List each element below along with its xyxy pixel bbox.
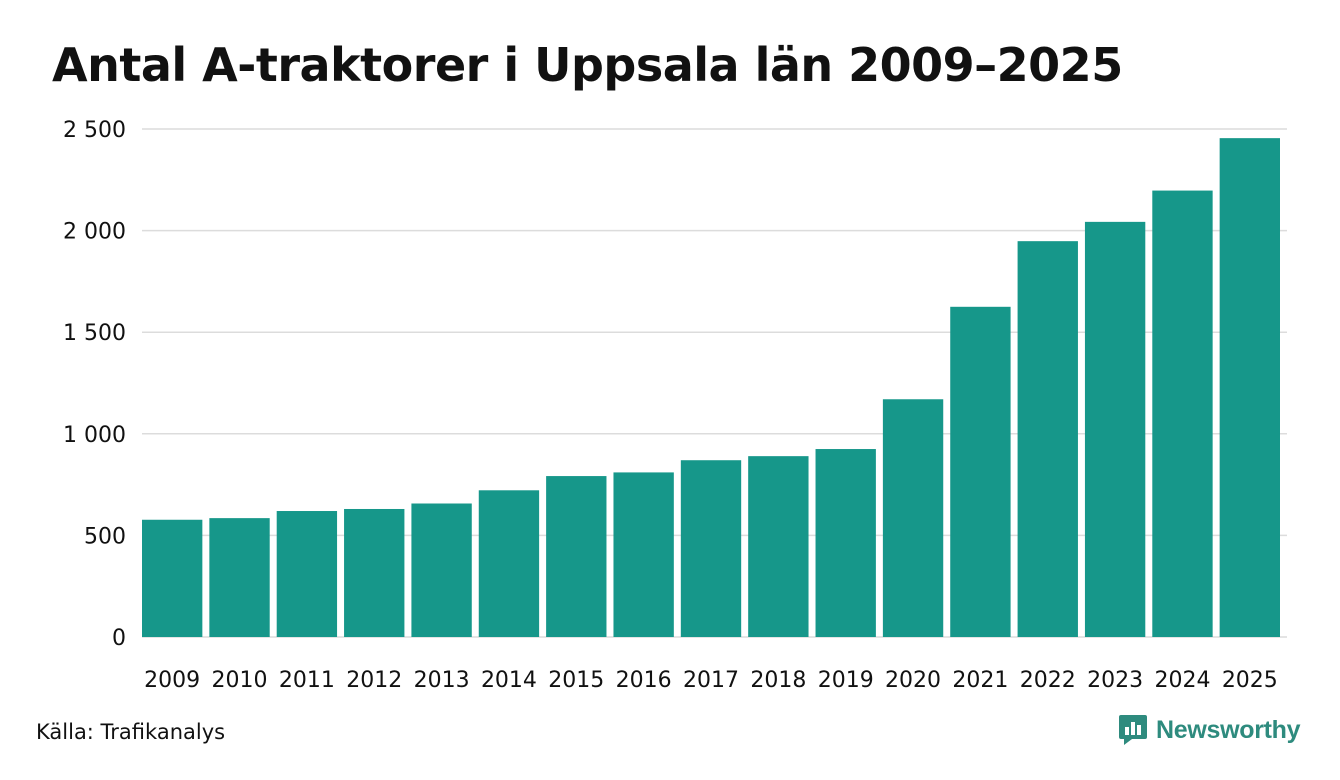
source-note: Källa: Trafikanalys (36, 720, 226, 744)
y-axis-tick-labels: 0 500 1 000 1 500 2 000 2 500 (63, 118, 126, 651)
bar-2020 (882, 399, 944, 637)
bar-2014 (478, 490, 540, 637)
x-tick-label: 2021 (952, 668, 1008, 693)
x-axis-tick-labels: 2009 2010 2011 2012 2013 2014 2015 2016 2017 2018… (144, 668, 1278, 693)
x-tick-label: 2024 (1154, 668, 1210, 693)
x-tick-label: 2012 (346, 668, 402, 693)
bar-2010 (209, 518, 270, 637)
bar-2021 (950, 306, 1011, 637)
bar-2019 (815, 449, 876, 637)
x-tick-label: 2017 (683, 668, 739, 693)
bar-2025 (1219, 138, 1280, 638)
y-tick-label: 500 (84, 524, 126, 549)
bar-2013 (411, 503, 472, 637)
bar-2022 (1017, 241, 1078, 638)
bar-2012 (344, 508, 405, 637)
x-tick-label: 2013 (414, 668, 470, 693)
x-tick-label: 2015 (548, 668, 604, 693)
x-tick-label: 2019 (818, 668, 874, 693)
x-tick-label: 2022 (1020, 668, 1076, 693)
bar-2018 (748, 456, 809, 637)
bar-2016 (613, 472, 674, 637)
chart-title: Antal A-traktorer i Uppsala län 2009–202… (52, 38, 1123, 92)
x-tick-label: 2018 (750, 668, 806, 693)
x-tick-label: 2020 (885, 668, 941, 693)
x-tick-label: 2014 (481, 668, 537, 693)
x-tick-label: 2023 (1087, 668, 1143, 693)
bar-2023 (1084, 221, 1146, 637)
x-tick-label: 2009 (144, 668, 200, 693)
brand-logo: Newsworthy (1118, 714, 1301, 746)
y-tick-label: 2 500 (63, 118, 126, 143)
newsworthy-logo-icon (1119, 715, 1147, 745)
y-tick-label: 2 000 (63, 220, 126, 245)
y-tick-label: 1 500 (63, 321, 126, 346)
brand-name: Newsworthy (1156, 715, 1301, 744)
bar-2015 (546, 476, 607, 637)
bars (142, 138, 1280, 638)
x-tick-label: 2010 (212, 668, 268, 693)
y-tick-label: 1 000 (63, 423, 126, 448)
bar-2017 (680, 460, 742, 637)
bar-2009 (142, 519, 203, 637)
y-tick-label: 0 (112, 626, 126, 651)
x-tick-label: 2016 (616, 668, 672, 693)
bar-2024 (1152, 190, 1213, 638)
bar-chart: 0 500 1 000 1 500 2 000 2 500 2009 2010 2011 201… (63, 118, 1287, 693)
x-tick-label: 2011 (279, 668, 335, 693)
x-tick-label: 2025 (1222, 668, 1278, 693)
bar-2011 (276, 511, 338, 637)
